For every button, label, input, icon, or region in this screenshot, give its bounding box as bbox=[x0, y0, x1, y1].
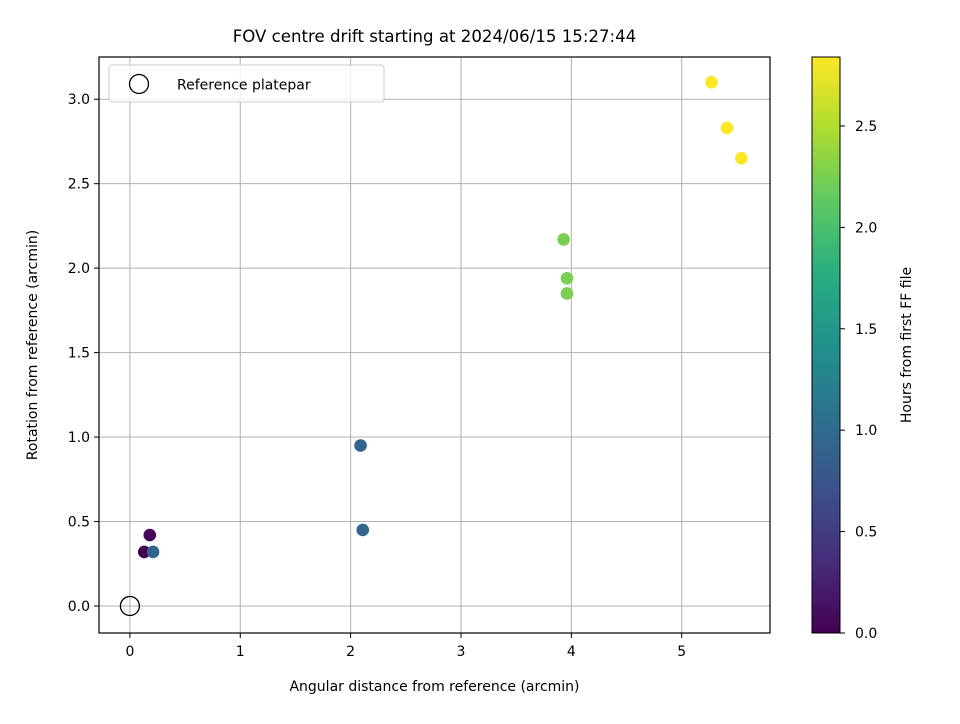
x-axis-label: Angular distance from reference (arcmin) bbox=[289, 679, 579, 695]
scatter-point bbox=[720, 121, 734, 135]
legend-reference-label: Reference platepar bbox=[177, 78, 311, 94]
colorbar-tick-label: 0.0 bbox=[855, 626, 877, 642]
y-tick-label: 2.5 bbox=[68, 177, 90, 193]
axis-ticks: 0 1 2 3 4 5 0.0 0.5 1.0 1.5 2.0 2.5 3.0 bbox=[68, 92, 686, 660]
legend-box bbox=[108, 64, 385, 103]
x-tick-label: 5 bbox=[677, 644, 686, 660]
chart-title: FOV centre drift starting at 2024/06/15 … bbox=[233, 27, 637, 46]
colorbar-gradient bbox=[811, 56, 841, 634]
scatter-point bbox=[356, 523, 370, 537]
scatter-point bbox=[560, 287, 574, 300]
y-tick-label: 1.5 bbox=[68, 346, 90, 362]
legend-reference-marker bbox=[128, 73, 150, 95]
x-tick-label: 1 bbox=[236, 644, 245, 660]
scatter-point bbox=[705, 76, 718, 89]
colorbar-tick-label: 2.5 bbox=[855, 119, 877, 135]
scatter-point bbox=[137, 545, 151, 559]
colorbar: 0.0 0.5 1.0 1.5 2.0 2.5 Hours from first FF f… bbox=[811, 56, 915, 642]
colorbar-tick-label: 1.5 bbox=[855, 322, 877, 338]
scatter-point bbox=[557, 233, 570, 246]
colorbar-tick-label: 2.0 bbox=[855, 220, 877, 236]
x-tick-label: 3 bbox=[457, 644, 466, 660]
y-tick-label: 2.0 bbox=[68, 261, 90, 277]
y-tick-label: 0.5 bbox=[68, 515, 90, 531]
scatter-point bbox=[735, 152, 748, 165]
y-tick-label: 0.0 bbox=[68, 599, 90, 615]
colorbar-label: Hours from first FF file bbox=[899, 267, 915, 423]
y-tick-label: 3.0 bbox=[68, 92, 90, 108]
scatter-point bbox=[560, 271, 574, 285]
scatter-point bbox=[143, 528, 157, 542]
scatter-point bbox=[354, 439, 367, 452]
colorbar-tick-label: 0.5 bbox=[855, 525, 877, 541]
x-tick-label: 4 bbox=[567, 644, 576, 660]
reference-platepar-marker bbox=[119, 595, 141, 617]
legend: Reference platepar bbox=[108, 64, 385, 103]
y-tick-label: 1.0 bbox=[68, 430, 90, 446]
plot-area-frame bbox=[98, 56, 771, 634]
y-axis-label: Rotation from reference (arcmin) bbox=[25, 230, 41, 460]
colorbar-tick-label: 1.0 bbox=[855, 423, 877, 439]
x-tick-label: 2 bbox=[346, 644, 355, 660]
grid-lines bbox=[99, 57, 770, 633]
x-tick-label: 0 bbox=[125, 644, 134, 660]
scatter-point bbox=[146, 545, 160, 559]
scatter-points bbox=[119, 76, 748, 617]
colorbar-ticks: 0.0 0.5 1.0 1.5 2.0 2.5 bbox=[840, 119, 877, 642]
